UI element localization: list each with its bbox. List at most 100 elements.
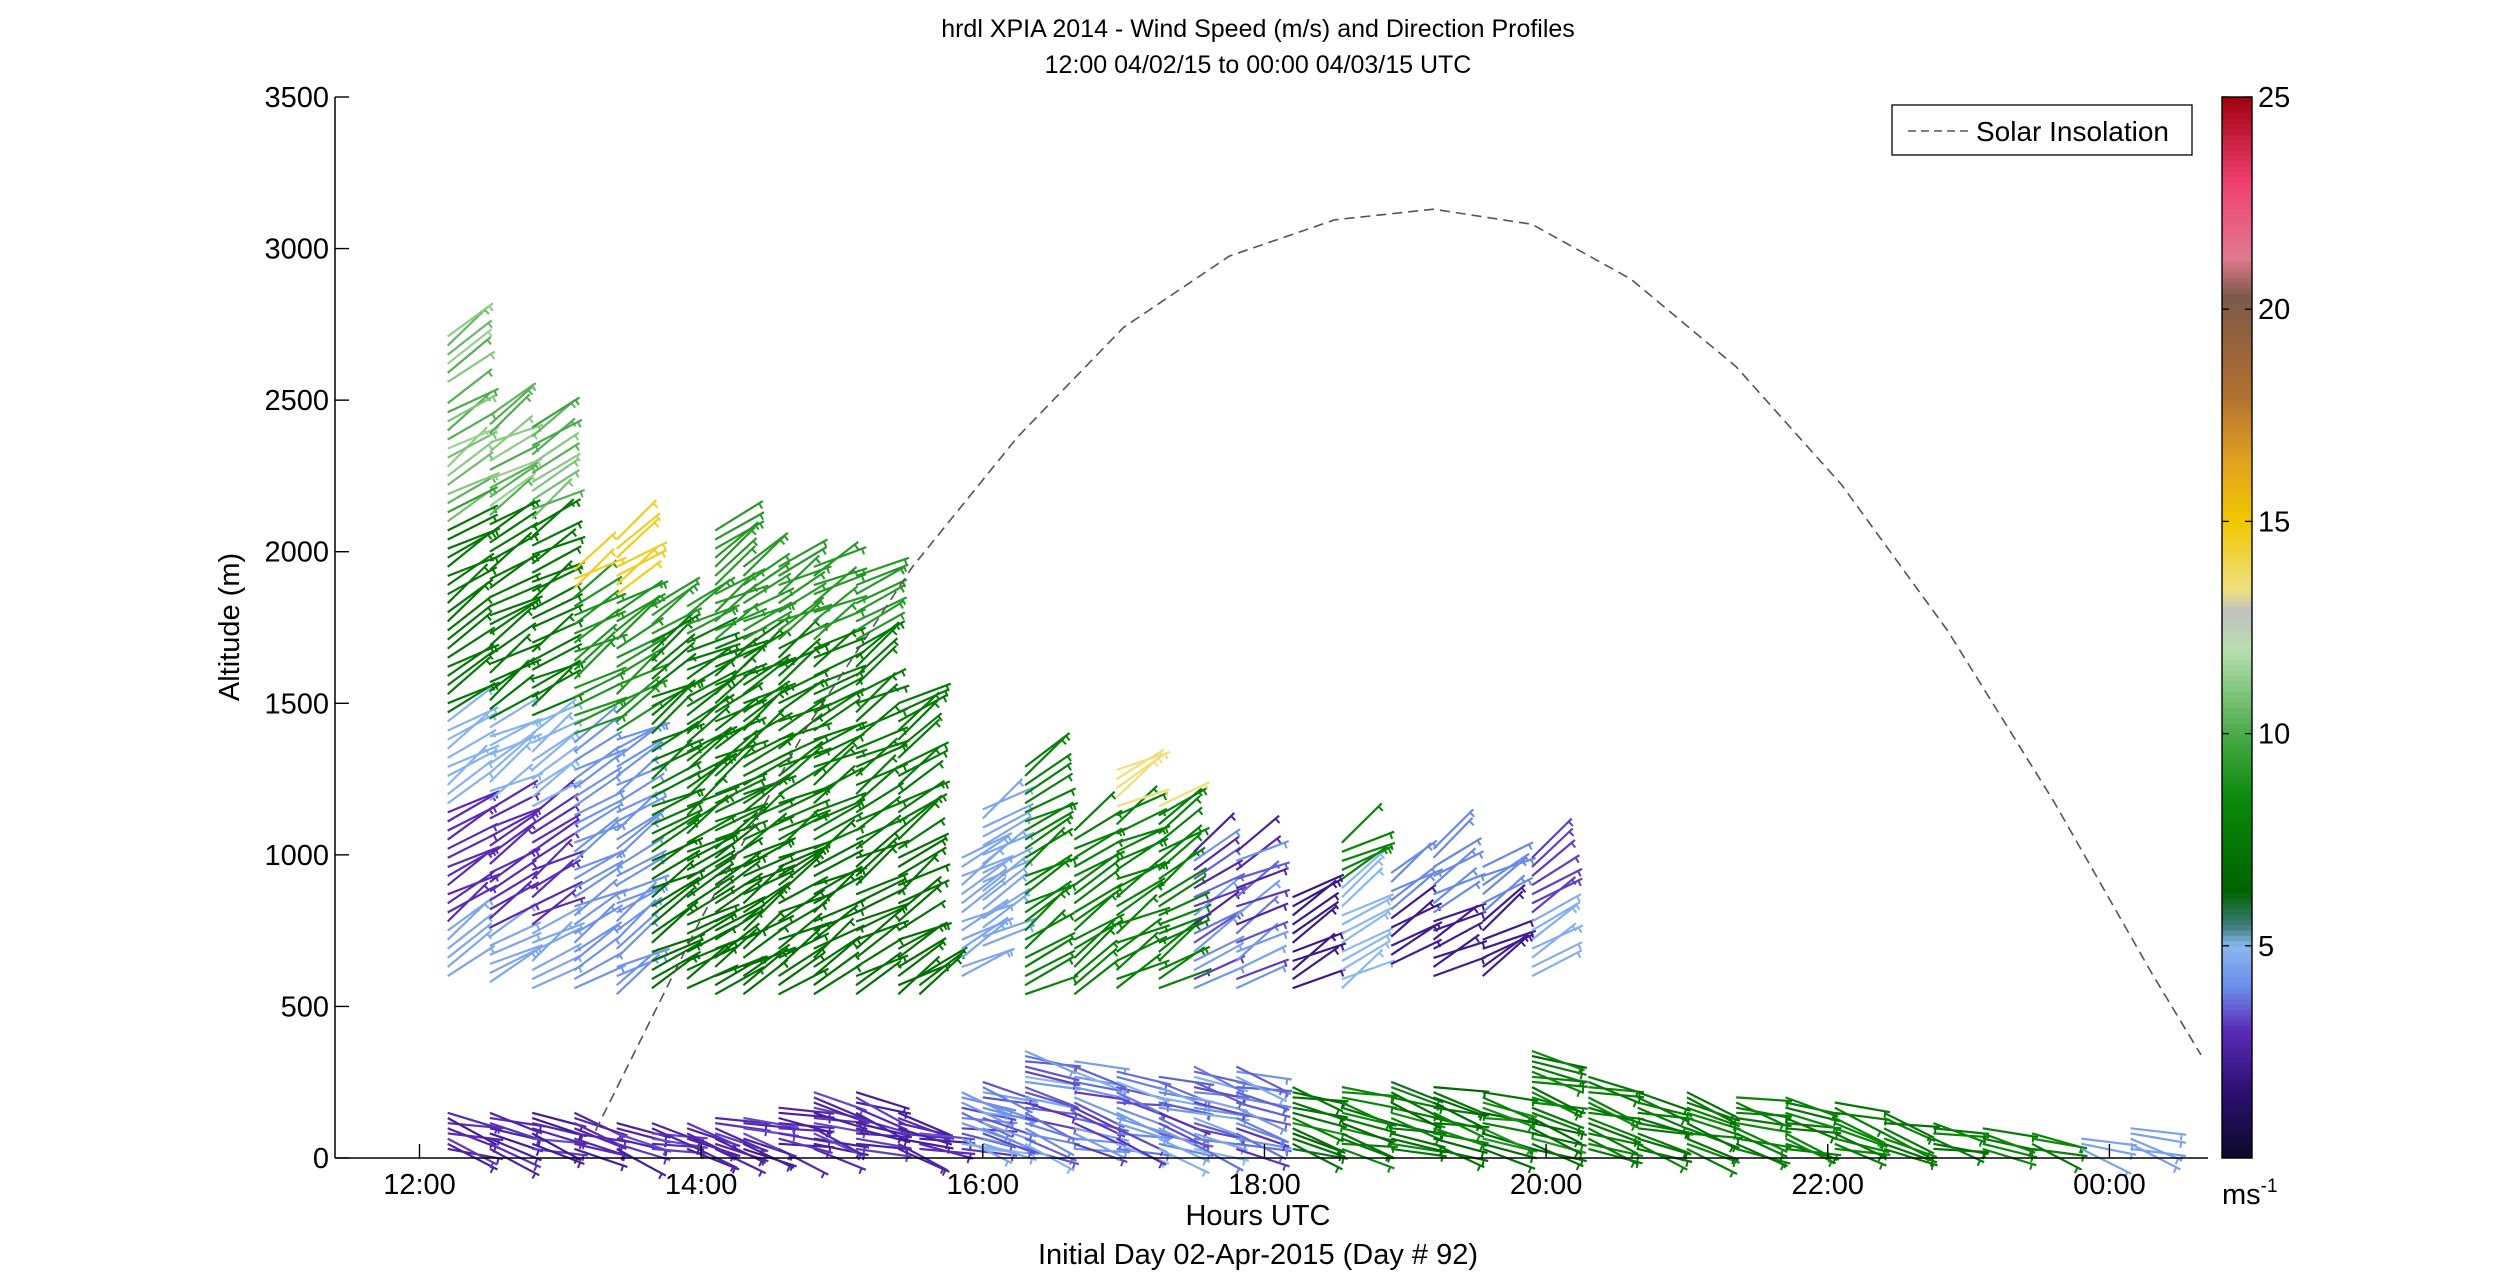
wind-barb [531,838,573,880]
wind-barb-flag [1729,1146,1734,1153]
wind-barb [447,822,499,850]
wind-barb [1116,906,1171,926]
wind-barb-flag [487,598,493,605]
colorbar-tick-label: 15 [2258,506,2290,538]
wind-barb-flag [529,676,535,683]
wind-barb-flag [1578,1081,1583,1088]
colorbar-band [2222,569,2252,576]
wind-barb [1158,1075,1215,1087]
wind-barb [1982,1142,2038,1159]
wind-barb-flag [534,1158,539,1165]
wind-barb [447,410,497,441]
colorbar-band [2222,1126,2252,1133]
wind-barb [897,688,950,714]
wind-barb [855,626,897,668]
wind-barb [1024,810,1074,841]
wind-barb [714,520,765,550]
wind-barb [489,642,543,665]
wind-barb [897,792,948,823]
wind-barb [1982,1127,2039,1139]
wind-barb-flag [1196,798,1202,804]
wind-barb [1193,910,1242,944]
wind-barb [489,870,539,902]
wind-barb-flag [898,784,904,791]
wind-barb [489,430,539,462]
x-tick-label: 16:00 [947,1169,1020,1201]
wind-barb-flag [1008,919,1013,926]
wind-barb [531,760,576,799]
wind-barb-flag [1284,1147,1288,1154]
wind-barb [686,731,730,771]
wind-barb-flag [659,812,665,819]
wind-barb-flag [614,819,620,826]
wind-barb-flag [944,881,949,888]
wind-barb [1531,876,1577,914]
colorbar-band [2222,760,2252,767]
wind-barb [1433,902,1487,923]
wind-barb-flag [1679,1167,1685,1174]
colorbar-band [2222,818,2252,825]
wind-barb-flag [849,748,856,754]
wind-barb-flag [577,421,582,428]
wind-barb [1341,927,1394,953]
wind-barb [813,1096,866,1121]
colorbar-band [2222,728,2252,735]
wind-barb [447,387,499,414]
wind-barb-flag [935,721,941,728]
wind-barb [531,535,586,556]
wind-barb [1433,1111,1485,1139]
wind-barb [651,1122,705,1144]
wind-barb [813,935,862,968]
wind-barb-flag [1480,1151,1485,1158]
wind-barb-flag [1579,1073,1583,1080]
y-tick-label: 1000 [264,840,329,872]
wind-barb-flag [567,714,574,721]
wind-barb [1116,935,1168,962]
wind-barb [2031,1132,2087,1150]
wind-barb-flag [1438,1150,1443,1157]
wind-barb [897,699,939,741]
wind-barb [813,567,868,587]
wind-barb-flag [1567,820,1574,827]
wind-barb [855,578,908,605]
colorbar-band [2222,898,2252,904]
colorbar-band [2222,887,2252,894]
wind-barb [686,616,738,644]
wind-barb [897,749,949,777]
wind-barb [982,1127,1035,1152]
wind-barb-flag [1377,805,1384,812]
wind-barb-flag [1069,914,1074,921]
wind-barb [651,576,701,608]
colorbar-band [2222,1147,2252,1154]
wind-barb [1116,826,1168,853]
wind-barb [1834,1106,1886,1135]
wind-barb [742,532,789,568]
wind-barb [1482,852,1530,887]
wind-barb-flag [894,768,900,775]
wind-barb-flag [2174,1158,2179,1165]
wind-barb-flag [779,794,786,800]
wind-barb-flag [933,856,940,863]
wind-barb-flag [489,1162,495,1169]
wind-barb [573,859,624,890]
wind-barb [1637,1111,1694,1120]
wind-barb [1024,882,1078,905]
colorbar-band [2222,203,2252,209]
wind-barb [447,368,493,405]
wind-barb [855,1116,911,1135]
wind-barb-flag [860,901,865,908]
wind-barb-flag [759,522,764,529]
wind-barb [2130,1147,2187,1158]
wind-barb [1116,788,1171,808]
wind-barb [686,1132,738,1159]
wind-barb [1982,1132,2036,1154]
wind-barb-flag [1282,1164,1287,1172]
wind-barb [714,836,764,868]
wind-barb-flag [1576,1126,1581,1133]
colorbar-band [2222,234,2252,241]
wind-barb [1116,750,1170,772]
wind-barb [714,955,768,978]
wind-barb-flag [826,724,831,731]
wind-barb [813,745,855,786]
wind-barb [615,683,660,723]
